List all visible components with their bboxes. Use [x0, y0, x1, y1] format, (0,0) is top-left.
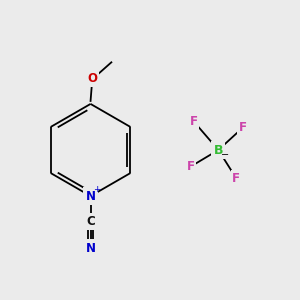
Text: +: + [93, 185, 101, 194]
Text: C: C [86, 215, 95, 228]
Text: N: N [85, 190, 96, 202]
Text: O: O [87, 72, 97, 85]
Text: F: F [239, 121, 247, 134]
Text: −: − [221, 150, 229, 160]
Text: F: F [187, 160, 195, 173]
Text: F: F [190, 115, 198, 128]
Text: B: B [214, 143, 223, 157]
Text: F: F [232, 172, 240, 185]
Text: N: N [85, 242, 96, 255]
